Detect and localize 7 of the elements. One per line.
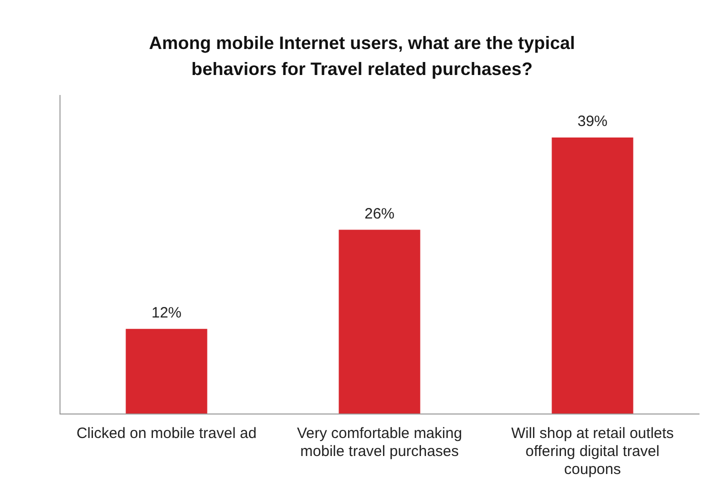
chart-title: Among mobile Internet users, what are the typical behaviors for Travel related purchases? (148, 32, 576, 81)
data-label: 39% (577, 113, 608, 130)
x-tick-label: Very comfortable making mobile travel purchases (296, 425, 462, 460)
data-label: 12% (151, 304, 182, 322)
x-tick-label: Clicked on mobile travel ad (76, 425, 257, 442)
data-label: 26% (364, 205, 395, 222)
x-tick-label: Will shop at retail outlets offering digital travel coupons (511, 425, 674, 478)
